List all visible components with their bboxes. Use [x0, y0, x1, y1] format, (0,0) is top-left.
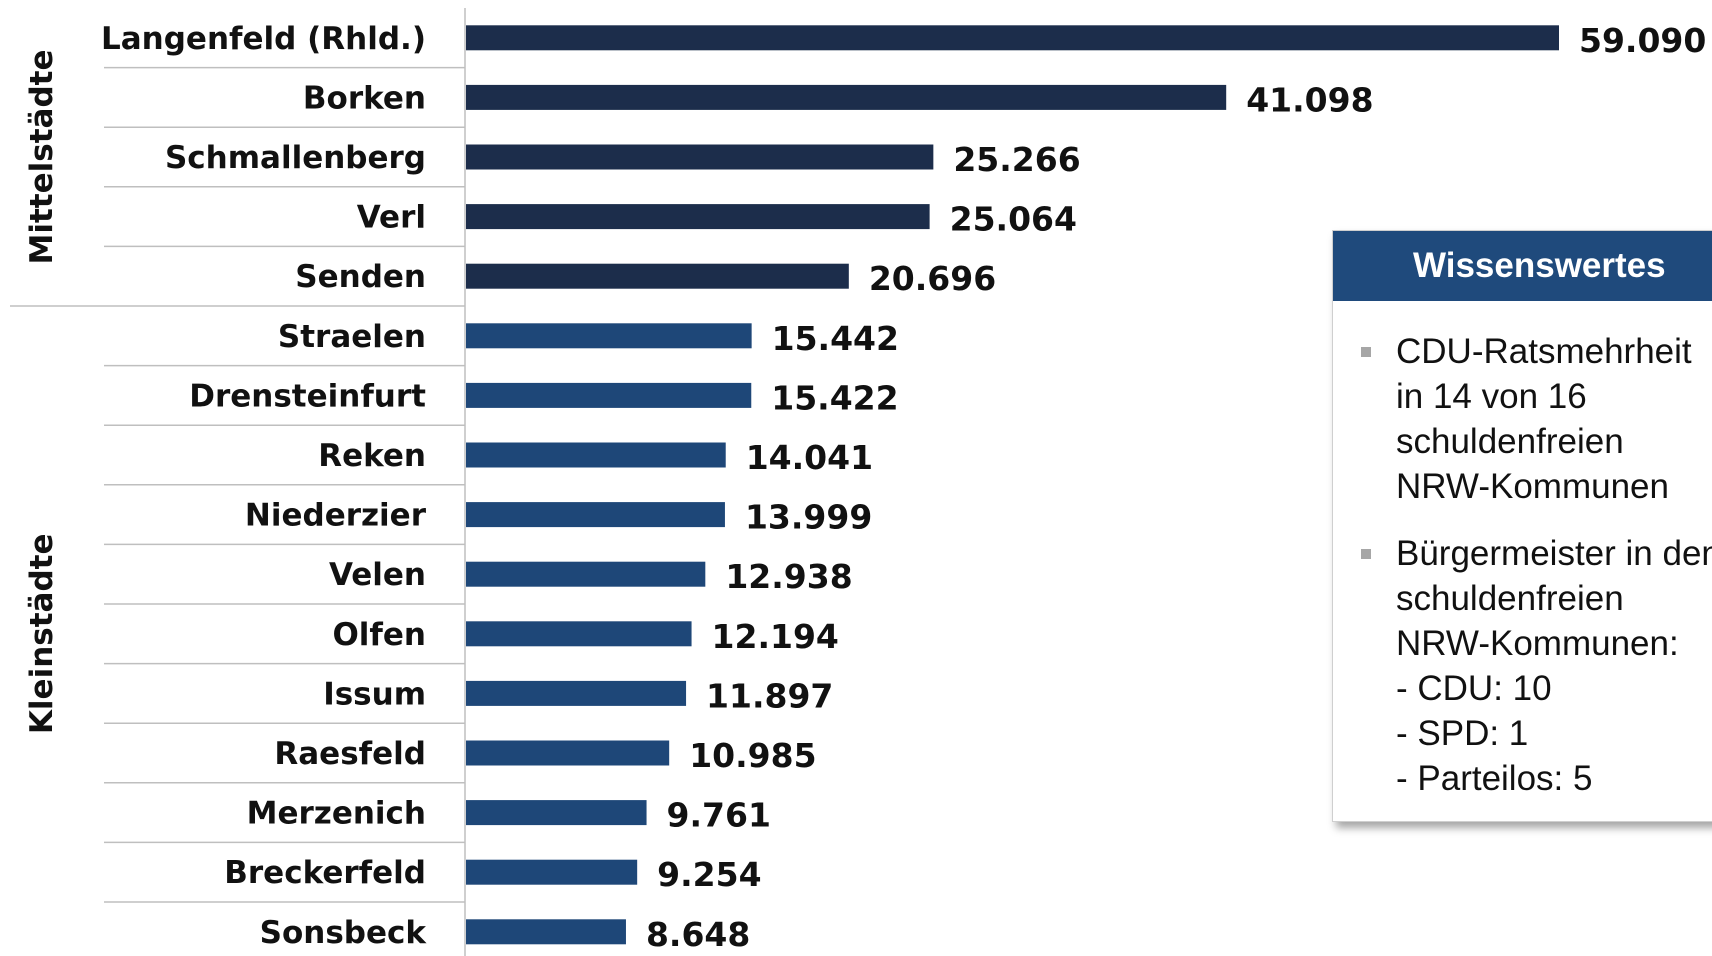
- category-label: Drensteinfurt: [189, 378, 426, 414]
- data-label: 13.999: [745, 498, 872, 537]
- category-label: Breckerfeld: [224, 855, 426, 891]
- data-label: 25.266: [953, 140, 1080, 179]
- group-labels: Mittelstädte Kleinstädte: [24, 50, 60, 735]
- category-label: Senden: [295, 259, 426, 295]
- category-label: Merzenich: [247, 796, 426, 832]
- bar: [466, 442, 726, 468]
- data-label: 15.422: [771, 378, 898, 417]
- bar: [466, 204, 930, 230]
- bar: [466, 740, 670, 766]
- category-label: Schmallenberg: [165, 140, 426, 176]
- data-label: 14.041: [746, 438, 873, 477]
- bars: [466, 25, 1559, 945]
- data-label: 10.985: [689, 736, 816, 775]
- data-label: 41.098: [1246, 80, 1373, 119]
- info-box: Wissenswertes CDU-Ratsmehrheit in 14 von…: [1332, 230, 1712, 822]
- category-label: Verl: [357, 200, 426, 236]
- info-item-buergermeister: Bürgermeister in den schuldenfreien NRW-…: [1333, 531, 1712, 801]
- bar: [466, 919, 626, 945]
- bar: [466, 144, 934, 170]
- data-label: 9.254: [657, 855, 761, 894]
- category-label: Straelen: [278, 319, 426, 355]
- data-label: 59.090: [1579, 21, 1706, 60]
- bar: [466, 25, 1559, 51]
- group-label: Mittelstädte: [24, 50, 60, 265]
- category-labels: Langenfeld (Rhld.) Borken Schmallenberg Ver…: [101, 21, 427, 951]
- info-item-ratsmehrheit: CDU-Ratsmehrheit in 14 von 16 schuldenfr…: [1333, 329, 1712, 509]
- info-list: CDU-Ratsmehrheit in 14 von 16 schuldenfr…: [1333, 329, 1712, 801]
- data-label: 9.761: [667, 796, 771, 835]
- info-line: schuldenfreien: [1396, 422, 1624, 461]
- info-line: schuldenfreien: [1396, 579, 1624, 618]
- data-label: 8.648: [646, 915, 750, 954]
- bullet-icon: [1361, 347, 1371, 357]
- info-line: - CDU: 10: [1396, 669, 1552, 708]
- bar: [466, 561, 706, 587]
- bar: [466, 859, 638, 885]
- category-label: Sonsbeck: [260, 915, 428, 951]
- category-label: Langenfeld (Rhld.): [101, 21, 426, 57]
- data-label: 25.064: [950, 200, 1077, 239]
- info-line: in 14 von 16: [1396, 377, 1587, 416]
- category-label: Olfen: [332, 617, 426, 653]
- data-label: 20.696: [869, 259, 996, 298]
- bar: [466, 84, 1227, 110]
- info-line: CDU-Ratsmehrheit: [1396, 332, 1692, 371]
- bar: [466, 382, 752, 408]
- bar: [466, 680, 687, 706]
- info-line: NRW-Kommunen:: [1396, 624, 1679, 663]
- info-box-title: Wissenswertes: [1333, 231, 1712, 301]
- grid-lines: [10, 8, 466, 956]
- category-label: Borken: [303, 80, 426, 116]
- category-label: Raesfeld: [274, 736, 426, 772]
- info-line: Bürgermeister in den: [1396, 534, 1712, 573]
- data-label: 12.194: [712, 617, 839, 656]
- bar: [466, 621, 692, 647]
- category-label: Velen: [329, 557, 426, 593]
- value-labels: 59.090 41.098 25.266 25.064 20.696 15.442 15.4…: [646, 21, 1706, 954]
- data-label: 12.938: [725, 557, 852, 596]
- category-label: Reken: [318, 438, 426, 474]
- group-label: Kleinstädte: [24, 534, 60, 735]
- bar: [466, 323, 752, 349]
- info-line: NRW-Kommunen: [1396, 467, 1669, 506]
- bar: [466, 800, 647, 826]
- category-label: Niederzier: [245, 498, 427, 534]
- data-label: 11.897: [706, 676, 833, 715]
- info-line: - SPD: 1: [1396, 714, 1529, 753]
- bar: [466, 263, 849, 289]
- data-label: 15.442: [772, 319, 899, 358]
- bar: [466, 502, 725, 528]
- info-line: - Parteilos: 5: [1396, 759, 1593, 798]
- category-label: Issum: [323, 676, 426, 712]
- bullet-icon: [1361, 549, 1371, 559]
